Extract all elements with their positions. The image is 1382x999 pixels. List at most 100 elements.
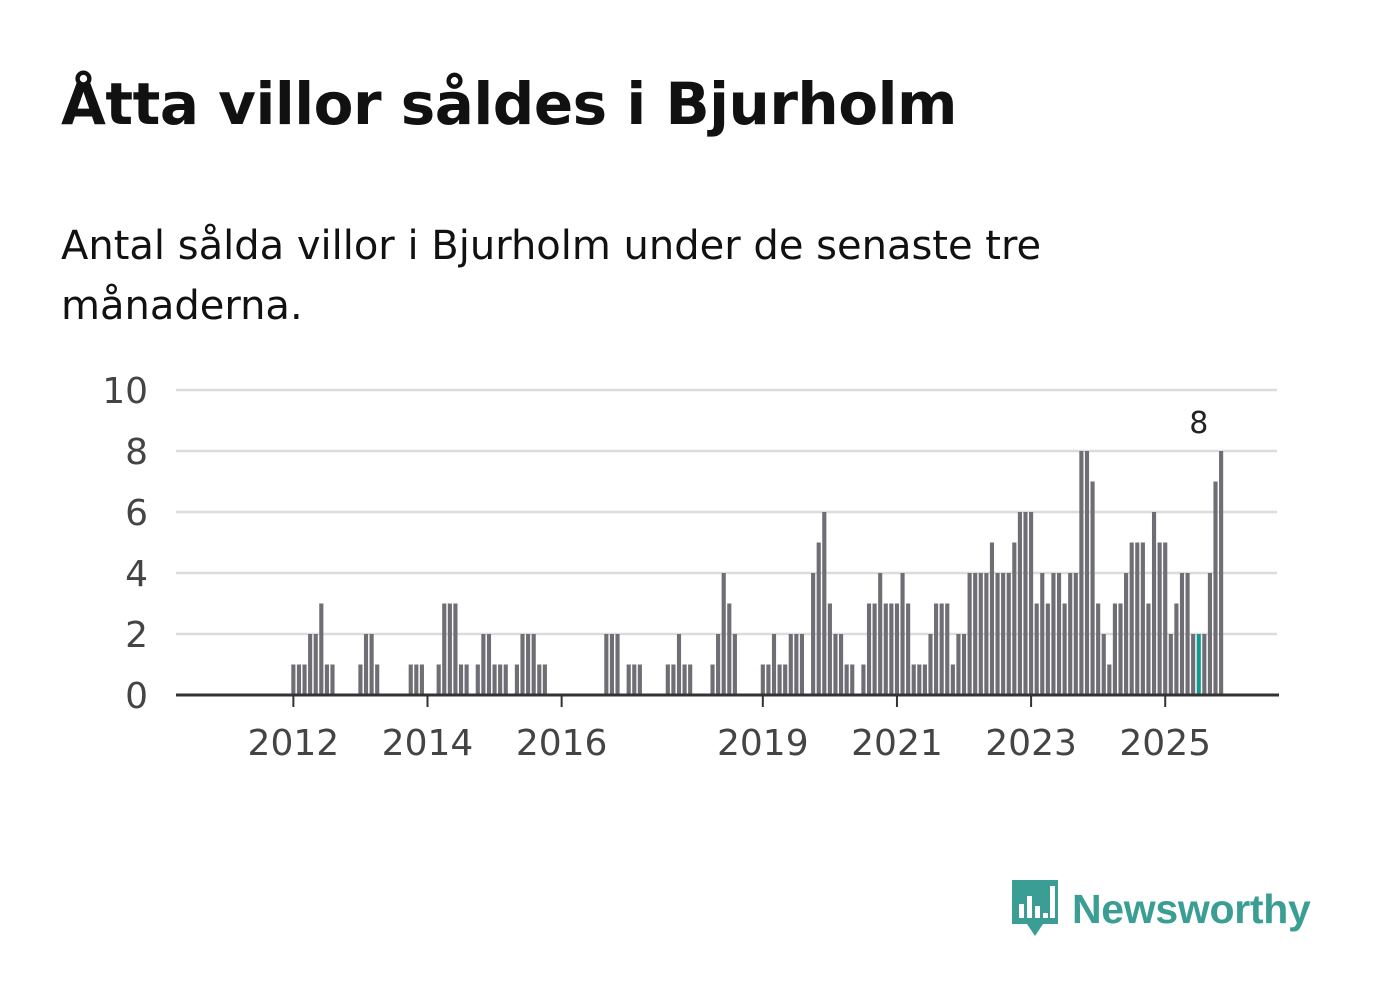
bar: [1101, 634, 1106, 695]
bar: [973, 573, 978, 695]
bar: [419, 664, 424, 695]
x-tick-label: 2021: [851, 723, 943, 764]
bar: [1073, 573, 1078, 695]
bar: [1084, 451, 1090, 695]
highlight-bar: [1196, 634, 1201, 695]
bar: [526, 634, 531, 695]
y-tick-label: 2: [125, 615, 148, 656]
bar: [721, 573, 726, 695]
brand-name: Newsworthy: [1072, 885, 1311, 932]
bar: [313, 634, 318, 695]
bar: [1051, 573, 1056, 695]
x-tick-label: 2016: [516, 723, 608, 764]
bar: [788, 634, 793, 695]
bar: [883, 603, 888, 695]
bar: [1006, 573, 1011, 695]
x-tick-label: 2014: [382, 723, 474, 764]
gridlines: [176, 388, 1277, 636]
x-tick-label: 2023: [985, 723, 1077, 764]
bar: [1023, 512, 1028, 695]
bar: [537, 664, 542, 695]
bar: [447, 603, 452, 695]
bar: [503, 664, 508, 695]
bar: [794, 634, 799, 695]
y-tick-label: 0: [125, 676, 148, 717]
y-axis-ticks: 0 2 4 6 8 10: [102, 371, 148, 717]
bar: [498, 664, 503, 695]
bar: [531, 634, 536, 695]
bar: [710, 664, 715, 695]
bar: [928, 634, 933, 695]
bar: [1157, 542, 1162, 695]
bar: [827, 603, 832, 695]
bar: [716, 634, 721, 695]
bar: [1207, 573, 1213, 695]
bar: [626, 664, 631, 695]
bar: [1129, 542, 1134, 695]
bar: [632, 664, 637, 695]
bar-chart-speech-bubble-icon: [1012, 880, 1058, 936]
bar: [1140, 542, 1145, 695]
bar: [1034, 603, 1039, 695]
bar: [1029, 512, 1034, 695]
bar: [514, 664, 519, 695]
bar: [1040, 573, 1045, 695]
bar: [872, 603, 877, 695]
bar: [850, 664, 855, 695]
bar: [291, 664, 296, 695]
bar: [1079, 451, 1084, 695]
bar: [302, 664, 307, 695]
bar: [866, 603, 872, 695]
bar: [783, 664, 788, 695]
bar: [760, 664, 765, 695]
chart-subtitle: Antal sålda villor i Bjurholm under de s…: [61, 223, 1042, 329]
bar: [1146, 603, 1151, 695]
bar: [615, 634, 620, 695]
x-axis-ticks: 2012 2014 2016 2019 2021 2023 2025: [248, 695, 1211, 764]
bar: [486, 634, 492, 695]
bar: [950, 664, 955, 695]
bar: [771, 634, 777, 695]
bar: [822, 512, 827, 695]
bar: [811, 573, 816, 695]
bar: [1124, 573, 1129, 695]
bar: [777, 664, 782, 695]
bar: [604, 634, 609, 695]
bar: [492, 664, 497, 695]
bar: [481, 634, 486, 695]
bar: [1096, 603, 1101, 695]
x-tick-label: 2019: [717, 723, 809, 764]
bars: [291, 451, 1224, 695]
bar: [1107, 664, 1112, 695]
bar: [906, 603, 911, 695]
bar: [945, 603, 950, 695]
bar: [1219, 451, 1224, 695]
bar: [542, 664, 547, 695]
bar: [324, 664, 329, 695]
bar: [989, 542, 995, 695]
bar: [609, 634, 614, 695]
bar: [1017, 512, 1022, 695]
x-tick-label: 2025: [1119, 723, 1211, 764]
bar: [1168, 634, 1173, 695]
bar: [1213, 481, 1218, 695]
bar: [1045, 603, 1050, 695]
bar: [861, 664, 866, 695]
bar: [1151, 512, 1157, 695]
bar: [732, 634, 737, 695]
newsworthy-logo[interactable]: Newsworthy: [1010, 878, 1311, 940]
bar: [464, 664, 469, 695]
bar: [319, 603, 324, 695]
bar: [984, 573, 989, 695]
bar: [1062, 603, 1067, 695]
bar: [363, 634, 369, 695]
bar: [1179, 573, 1185, 695]
bar: [453, 603, 458, 695]
bar: [967, 573, 972, 695]
bar: [978, 573, 983, 695]
bar: [766, 664, 771, 695]
bar: [878, 573, 883, 695]
y-tick-label: 10: [102, 371, 148, 412]
bar: [414, 664, 419, 695]
bar: [833, 634, 838, 695]
